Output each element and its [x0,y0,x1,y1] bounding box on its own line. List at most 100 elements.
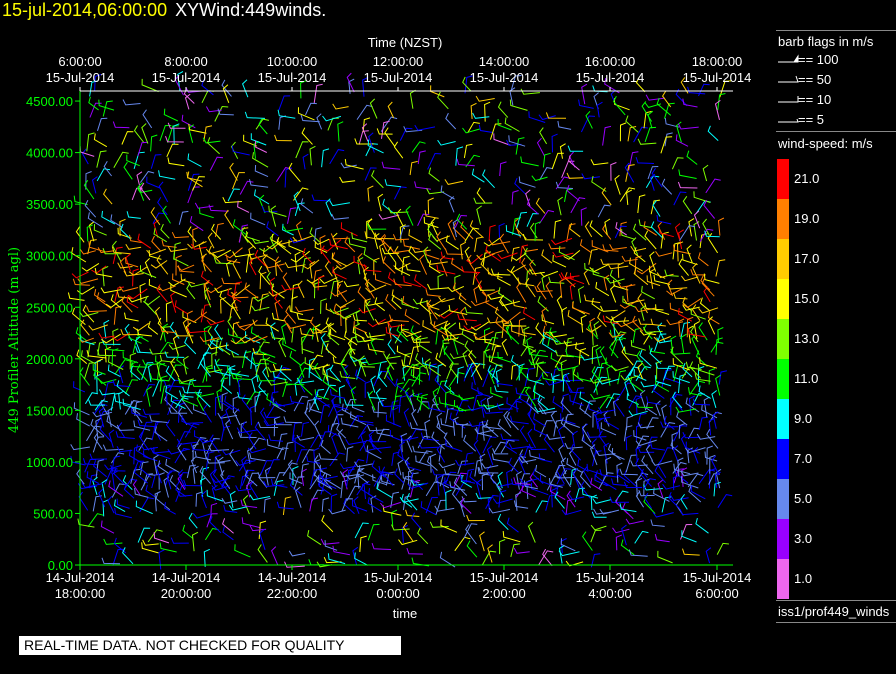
wind-barb [293,395,309,412]
wind-barb [208,204,229,212]
wind-barb [548,276,565,284]
wind-barb [426,188,445,195]
wind-barb [387,246,397,263]
wind-barb [447,219,456,241]
wind-barb [403,275,422,288]
wind-barb [124,379,139,395]
wind-barb [292,466,299,486]
wind-barb [318,467,328,486]
wind-barb [617,262,624,278]
wind-barb [276,237,292,255]
wind-barb [559,143,566,159]
wind-barb [698,322,708,341]
wind-barb [167,125,179,143]
wind-barb [193,403,207,416]
top-tick-label: 10:00:00 [267,54,318,69]
wind-barb [641,285,655,300]
wind-barb [672,241,681,260]
wind-barb [146,176,161,189]
wind-barb [377,193,384,212]
colorbar-label: 21.0 [794,171,820,186]
wind-barb [656,214,672,225]
wind-barb [656,337,672,344]
wind-barb [590,477,603,491]
wind-barb [545,280,554,298]
wind-barb [548,327,562,344]
wind-barb [355,309,362,326]
wind-barb [267,459,280,475]
wind-barb [430,217,438,236]
colorbar-segment [777,279,789,319]
wind-barb [150,154,162,169]
wind-barb [492,448,509,455]
wind-barb [220,377,229,393]
wind-barb [508,443,530,450]
wind-barb [140,421,153,439]
wind-barb [225,254,241,264]
wind-barb [468,421,484,428]
wind-barb [84,392,99,404]
wind-barb [383,362,397,380]
wind-barb [657,322,666,343]
wind-barb [717,494,733,508]
wind-barb [551,237,573,246]
wind-barb [248,245,255,265]
wind-barb [112,246,123,265]
wind-barb [592,498,612,504]
wind-barb [212,469,224,488]
wind-barb [488,355,503,368]
wind-barb [165,301,173,322]
wind-barb [324,540,338,551]
wind-barb [685,361,702,370]
wind-barb [132,322,149,332]
wind-barb [661,404,667,425]
wind-barb [309,260,316,279]
wind-barb [509,320,527,327]
wind-barb [76,286,95,295]
wind-barb [464,246,472,265]
wind-barb [275,400,294,407]
wind-barb [253,141,260,159]
wind-barb [674,223,681,240]
colorbar-segment [777,439,789,479]
wind-barb [88,96,99,111]
wind-barb [82,458,98,466]
wind-barb [158,170,176,180]
wind-barb [535,322,546,340]
wind-barb [120,223,131,240]
wind-barb [73,195,88,206]
wind-barb [141,542,159,554]
wind-barb [347,338,356,355]
wind-barb [89,80,98,97]
wind-barb [559,278,566,299]
wind-barb [394,468,405,484]
wind-barb [433,321,449,337]
wind-barb [168,344,186,350]
wind-barb [252,152,269,168]
wind-barb [272,396,286,407]
wind-barb [328,323,335,340]
wind-barb [550,352,564,366]
wind-barb [499,161,507,177]
wind-barb [460,497,472,514]
wind-barb [114,286,124,303]
wind-barb [73,381,86,393]
wind-barb [159,542,177,553]
wind-barb [362,117,371,133]
wind-barb [251,305,270,312]
wind-barb [215,358,225,379]
wind-barb [602,223,612,240]
wind-barb [112,121,130,129]
wind-barb [448,196,455,213]
wind-barb [428,361,441,377]
wind-barb [461,328,475,343]
wind-barb [591,438,598,455]
wind-barb [440,251,455,260]
wind-barb [235,460,256,466]
wind-barb [580,481,591,499]
wind-barb [322,367,339,382]
wind-barb [522,338,537,353]
wind-barb [533,423,548,437]
wind-barb [371,460,386,478]
wind-barb [97,247,114,254]
